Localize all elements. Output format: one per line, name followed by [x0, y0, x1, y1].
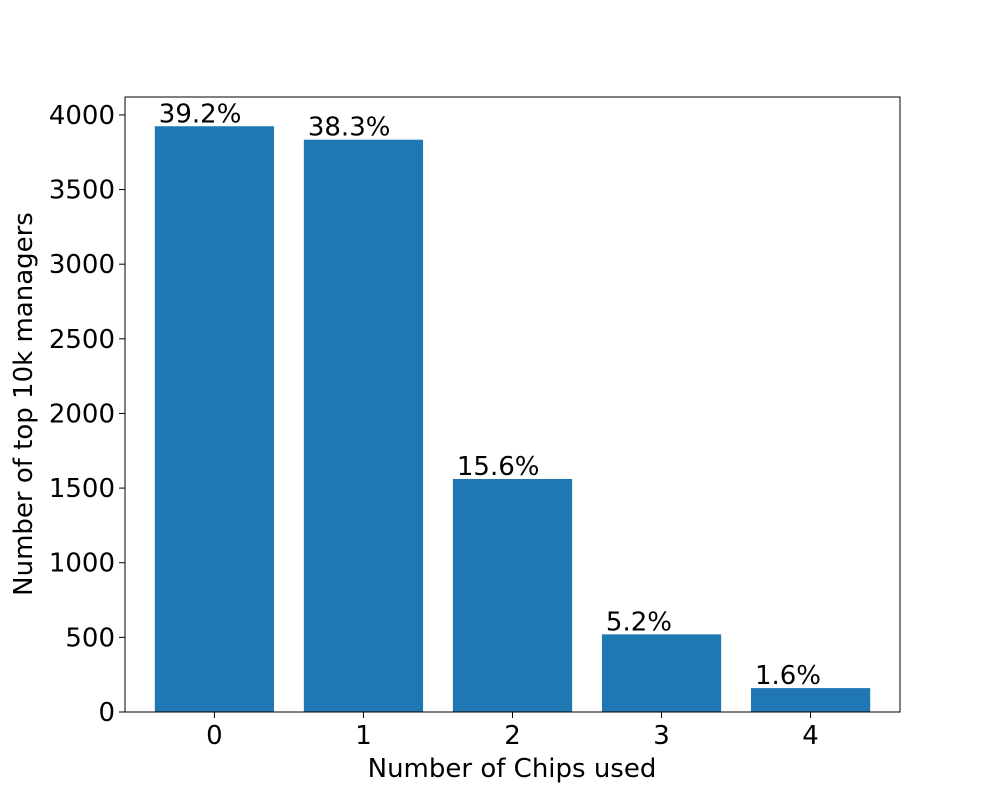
y-axis: 0 500 1000 1500 2000 2500 3000 3500 4000: [49, 101, 125, 728]
bar-3: [601, 634, 722, 712]
data-label-3: 5.2%: [606, 607, 672, 637]
y-tick-label-500: 500: [65, 623, 115, 653]
x-tick-label-3: 3: [653, 721, 670, 751]
bar-1: [303, 139, 424, 712]
y-axis-label: Number of top 10k managers: [9, 212, 39, 596]
bars-group: [154, 126, 871, 713]
data-label-2: 15.6%: [457, 452, 540, 482]
y-tick-label-2000: 2000: [49, 399, 115, 429]
y-tick-label-1500: 1500: [49, 474, 115, 504]
y-tick-label-3500: 3500: [49, 176, 115, 206]
x-axis-label: Number of Chips used: [368, 754, 657, 784]
x-axis: 0 1 2 3 4: [206, 712, 819, 751]
data-label-4: 1.6%: [755, 661, 821, 691]
x-tick-label-4: 4: [802, 721, 819, 751]
bar-2: [452, 478, 573, 712]
x-tick-label-1: 1: [355, 721, 372, 751]
y-tick-label-1000: 1000: [49, 549, 115, 579]
x-tick-label-2: 2: [504, 721, 521, 751]
data-label-1: 38.3%: [308, 113, 391, 143]
y-tick-label-4000: 4000: [49, 101, 115, 131]
y-tick-label-0: 0: [98, 698, 115, 728]
y-tick-label-2500: 2500: [49, 325, 115, 355]
data-labels-group: 39.2% 38.3% 15.6% 5.2% 1.6%: [159, 99, 821, 691]
x-tick-label-0: 0: [206, 721, 223, 751]
data-label-0: 39.2%: [159, 99, 242, 129]
bar-0: [154, 126, 275, 713]
y-tick-label-3000: 3000: [49, 250, 115, 280]
bar-4: [750, 688, 871, 712]
